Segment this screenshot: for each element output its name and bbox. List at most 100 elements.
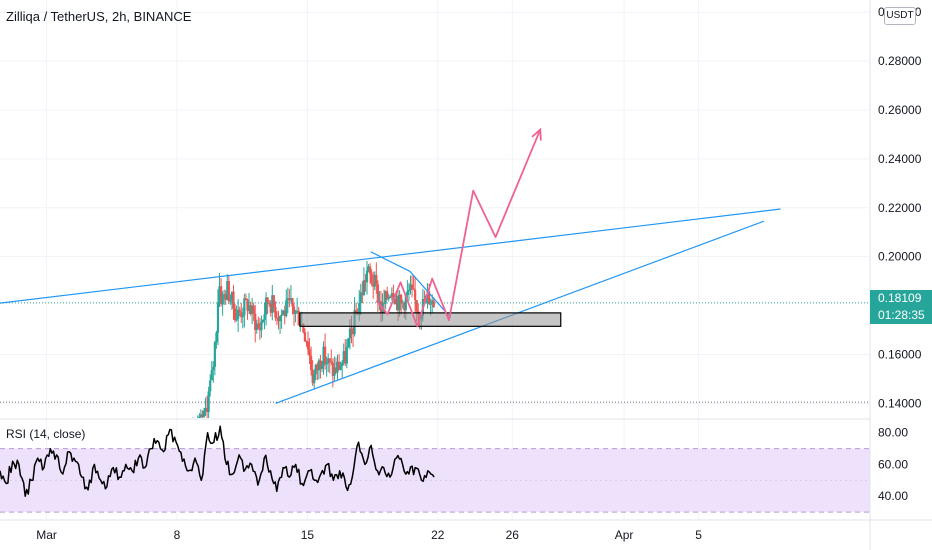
candle-body xyxy=(364,280,367,283)
price-tick-label: 0.22000 xyxy=(878,201,922,215)
candle-body xyxy=(376,284,379,304)
candle-body xyxy=(252,305,255,314)
candle-body xyxy=(358,303,361,315)
candle-body xyxy=(130,432,132,434)
candle-body xyxy=(274,306,277,318)
candle-body xyxy=(189,425,191,430)
price-tick-label: 0.16000 xyxy=(878,347,922,361)
candle-body xyxy=(164,425,166,432)
candle-body xyxy=(350,328,353,331)
candle-body xyxy=(345,347,348,364)
candle-body xyxy=(238,309,241,313)
candle-body xyxy=(269,304,272,313)
candle-body xyxy=(194,421,196,427)
candle-body xyxy=(310,355,313,370)
time-tick-label: 15 xyxy=(301,528,315,542)
candle-body xyxy=(153,425,155,428)
candle-body xyxy=(213,342,216,367)
candle-body xyxy=(331,362,334,376)
pennant-line xyxy=(370,251,452,319)
candle-body xyxy=(223,294,226,296)
candle-body xyxy=(280,314,283,317)
candle-body xyxy=(156,430,158,431)
candle-body xyxy=(355,310,358,314)
candle-body xyxy=(367,266,370,271)
candle-body xyxy=(163,425,165,433)
candle-body xyxy=(241,315,244,318)
candle-body xyxy=(207,391,210,412)
candle-body xyxy=(150,427,152,428)
candle-body xyxy=(149,427,151,430)
candle-body xyxy=(141,434,143,435)
candle-body xyxy=(412,288,415,290)
candle-body xyxy=(322,346,325,366)
candle-body xyxy=(384,291,387,304)
candle-body xyxy=(327,358,330,364)
last-price-tag: 0.18109 xyxy=(870,290,932,307)
rsi-indicator-label[interactable]: RSI (14, close) xyxy=(6,427,86,441)
candle-body xyxy=(396,296,400,311)
candle-body xyxy=(227,281,230,302)
candle-body xyxy=(378,301,381,304)
candle-body xyxy=(184,424,186,427)
candle-body xyxy=(204,408,207,411)
candle-body xyxy=(251,305,254,315)
candle-body xyxy=(308,349,311,356)
candle-body xyxy=(337,361,341,370)
candle-body xyxy=(212,366,215,371)
candle-body xyxy=(190,430,192,431)
candle-body xyxy=(216,302,220,333)
candle-body xyxy=(183,427,185,431)
candle-body xyxy=(221,294,224,305)
candle-body xyxy=(233,308,237,321)
candle-body xyxy=(247,305,251,311)
candle-body xyxy=(173,423,175,425)
candle-body xyxy=(432,300,435,307)
candles xyxy=(130,260,435,435)
candle-body xyxy=(138,431,140,432)
candle-body xyxy=(348,328,352,339)
candle-body xyxy=(218,286,221,303)
candle-body xyxy=(192,421,194,431)
candle-body xyxy=(240,312,243,318)
candle-body xyxy=(199,414,202,417)
candle-body xyxy=(136,427,138,431)
candle-body xyxy=(278,316,282,322)
candle-body xyxy=(244,298,248,300)
candle-body xyxy=(375,274,378,285)
candle-body xyxy=(351,330,355,335)
candle-body xyxy=(344,351,347,364)
candle-body xyxy=(395,296,398,305)
price-tick-label: 0.28000 xyxy=(878,54,922,68)
candle-body xyxy=(209,380,212,392)
symbol-title[interactable]: Zilliqa / TetherUS, 2h, BINANCE xyxy=(6,9,192,24)
candle-body xyxy=(229,300,232,302)
candle-body xyxy=(135,427,137,433)
price-pane xyxy=(0,127,870,513)
candle-body xyxy=(283,310,286,316)
candle-body xyxy=(139,432,141,434)
candle-body xyxy=(414,289,417,301)
candle-body xyxy=(181,430,183,431)
currency-button[interactable]: USDT xyxy=(884,7,916,25)
candle-body xyxy=(180,429,182,430)
candle-body xyxy=(415,300,418,312)
candle-body xyxy=(339,365,342,370)
candle-body xyxy=(198,416,201,418)
candle-body xyxy=(429,303,432,305)
candle-body xyxy=(205,408,209,412)
projection-path xyxy=(375,129,542,328)
projection-arrowhead xyxy=(531,127,542,141)
candle-body xyxy=(158,430,160,431)
candle-body xyxy=(403,302,406,311)
candle-body xyxy=(166,431,168,432)
candle-body xyxy=(328,358,331,362)
candle-body xyxy=(264,297,268,315)
candle-body xyxy=(306,341,310,350)
chart-grid xyxy=(0,0,870,520)
candle-body xyxy=(219,286,223,305)
time-tick-label: 22 xyxy=(431,528,445,542)
candle-body xyxy=(260,322,263,331)
